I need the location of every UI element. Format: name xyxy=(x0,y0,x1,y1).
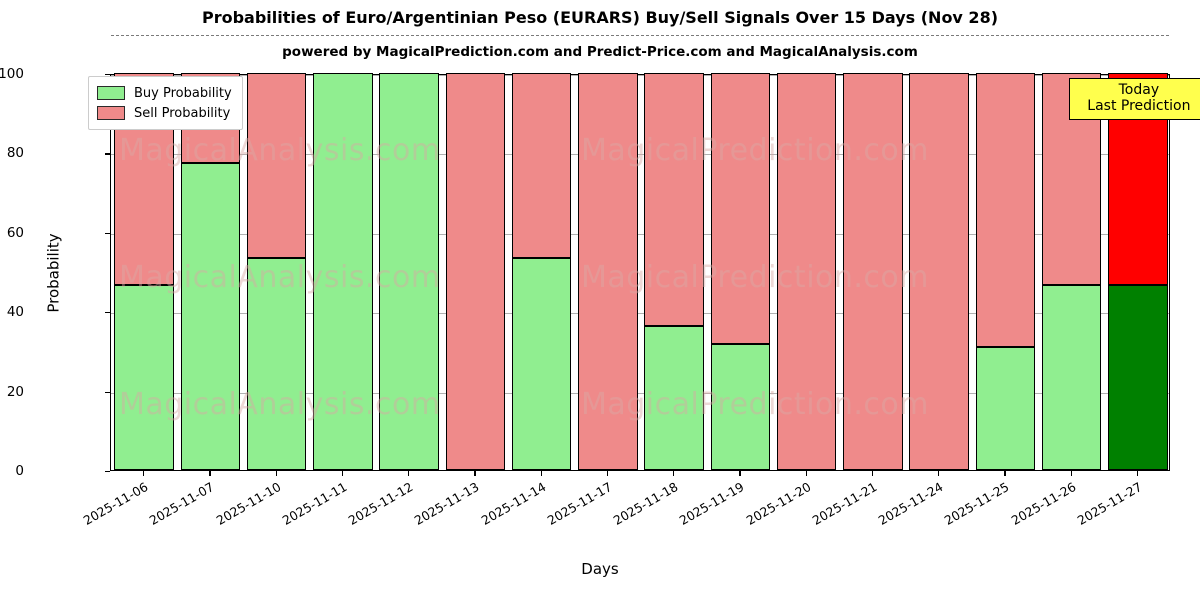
bar-2025-11-12[interactable] xyxy=(379,73,439,470)
bar-segment-buy xyxy=(710,344,771,470)
y-tick-mark-60 xyxy=(105,232,110,235)
bar-segment-buy xyxy=(180,163,241,470)
bar-segment-sell xyxy=(975,73,1036,347)
today-annotation: Today Last Prediction xyxy=(1068,78,1200,121)
x-tick-mark-2025-11-25 xyxy=(1004,471,1006,476)
chart-legend: Buy Probability Sell Probability xyxy=(88,76,243,130)
y-tick-mark-100 xyxy=(105,74,110,76)
legend-label-buy: Buy Probability xyxy=(134,85,232,101)
legend-item-sell: Sell Probability xyxy=(97,103,232,123)
x-tick-mark-2025-11-13 xyxy=(474,471,476,476)
bar-segment-buy xyxy=(644,325,704,470)
x-tick-mark-2025-11-17 xyxy=(606,471,609,476)
x-tick-label-2025-11-13: 2025-11-13 xyxy=(412,479,482,528)
x-tick-label-2025-11-20: 2025-11-20 xyxy=(743,479,814,528)
x-tick-mark-2025-11-12 xyxy=(408,471,410,476)
x-tick-mark-2025-11-26 xyxy=(1070,471,1072,476)
x-tick-mark-2025-11-19 xyxy=(739,471,741,476)
y-tick-mark-0 xyxy=(105,471,110,473)
bar-segment-buy xyxy=(511,258,572,470)
x-tick-label-2025-11-25: 2025-11-25 xyxy=(942,479,1012,528)
y-axis-label: Probability xyxy=(44,233,63,313)
legend-label-sell: Sell Probability xyxy=(134,105,231,121)
x-tick-label-2025-11-12: 2025-11-12 xyxy=(345,479,416,528)
bar-segment-sell xyxy=(644,73,704,326)
bar-segment-buy xyxy=(379,73,439,470)
bar-segment-sell xyxy=(445,73,506,470)
bar-2025-11-18[interactable] xyxy=(644,73,704,470)
today-annotation-line1: Today xyxy=(1118,82,1160,98)
plot-area: MagicalAnalysis.com MagicalPrediction.com… xyxy=(110,35,1170,471)
bar-segment-sell xyxy=(578,73,638,470)
y-tick-label-80: 80 xyxy=(6,145,24,162)
x-tick-mark-2025-11-14 xyxy=(540,471,542,476)
y-tick-label-20: 20 xyxy=(6,383,24,400)
x-tick-label-2025-11-19: 2025-11-19 xyxy=(677,479,747,528)
legend-swatch-sell xyxy=(97,106,125,120)
bar-2025-11-25[interactable] xyxy=(975,73,1036,470)
bar-segment-buy xyxy=(975,346,1036,470)
bar-segment-sell xyxy=(909,73,969,470)
bar-segment-buy xyxy=(114,284,174,470)
bar-segment-buy xyxy=(1041,284,1102,470)
y-tick-label-0: 0 xyxy=(15,463,24,479)
x-tick-mark-2025-11-21 xyxy=(871,471,874,476)
x-tick-label-2025-11-24: 2025-11-24 xyxy=(875,479,946,528)
x-tick-label-2025-11-07: 2025-11-07 xyxy=(147,479,217,528)
x-tick-label-2025-11-11: 2025-11-11 xyxy=(279,479,350,528)
x-tick-mark-2025-11-10 xyxy=(275,471,277,476)
legend-swatch-buy xyxy=(97,86,125,100)
x-tick-label-2025-11-26: 2025-11-26 xyxy=(1008,479,1079,528)
y-tick-label-40: 40 xyxy=(6,304,24,321)
bar-2025-11-24[interactable] xyxy=(909,73,969,470)
y-tick-mark-40 xyxy=(105,312,110,314)
x-tick-label-2025-11-06: 2025-11-06 xyxy=(80,479,151,528)
x-tick-mark-2025-11-27 xyxy=(1136,471,1139,476)
legend-item-buy: Buy Probability xyxy=(97,83,232,103)
bar-segment-sell xyxy=(246,73,307,259)
x-tick-label-2025-11-27: 2025-11-27 xyxy=(1074,479,1145,528)
bar-segment-sell xyxy=(710,73,771,345)
bar-segment-buy xyxy=(1108,284,1168,470)
bar-segment-sell xyxy=(843,73,903,470)
x-tick-label-2025-11-18: 2025-11-18 xyxy=(610,479,681,528)
bar-2025-11-11[interactable] xyxy=(313,73,373,470)
bar-series xyxy=(111,73,1169,470)
x-tick-mark-2025-11-11 xyxy=(341,471,344,476)
bar-segment-buy xyxy=(313,73,373,470)
chart-subtitle: powered by MagicalPrediction.com and Pre… xyxy=(282,44,918,60)
bar-2025-11-27[interactable] xyxy=(1108,73,1168,470)
reference-dashed-line xyxy=(111,35,1169,37)
x-tick-label-2025-11-14: 2025-11-14 xyxy=(478,479,549,528)
bar-2025-11-13[interactable] xyxy=(445,73,506,470)
bar-2025-11-20[interactable] xyxy=(776,73,837,470)
bar-2025-11-10[interactable] xyxy=(246,73,307,470)
y-tick-mark-80 xyxy=(105,153,110,155)
bar-2025-11-21[interactable] xyxy=(843,73,903,470)
x-tick-label-2025-11-17: 2025-11-17 xyxy=(544,479,615,528)
x-axis-label: Days xyxy=(581,560,619,578)
bar-segment-buy xyxy=(246,258,307,470)
bar-2025-11-14[interactable] xyxy=(511,73,572,470)
today-annotation-line2: Last Prediction xyxy=(1087,98,1191,115)
bar-segment-sell xyxy=(776,73,837,470)
x-tick-mark-2025-11-20 xyxy=(805,471,807,476)
bar-2025-11-19[interactable] xyxy=(710,73,771,470)
x-tick-label-2025-11-21: 2025-11-21 xyxy=(809,479,880,528)
x-tick-mark-2025-11-07 xyxy=(209,471,211,476)
x-tick-mark-2025-11-06 xyxy=(143,471,145,476)
x-tick-mark-2025-11-18 xyxy=(673,471,675,476)
bar-2025-11-06[interactable] xyxy=(114,73,174,470)
bar-segment-sell xyxy=(511,73,572,259)
bar-2025-11-26[interactable] xyxy=(1041,73,1102,470)
x-tick-mark-2025-11-24 xyxy=(938,471,940,476)
bar-2025-11-17[interactable] xyxy=(578,73,638,470)
y-tick-mark-20 xyxy=(105,391,110,393)
y-tick-label-60: 60 xyxy=(6,224,24,241)
x-tick-label-2025-11-10: 2025-11-10 xyxy=(213,479,284,528)
bar-2025-11-07[interactable] xyxy=(180,73,241,470)
chart-title: Probabilities of Euro/Argentinian Peso (… xyxy=(201,8,999,27)
y-tick-label-100: 100 xyxy=(0,66,24,82)
